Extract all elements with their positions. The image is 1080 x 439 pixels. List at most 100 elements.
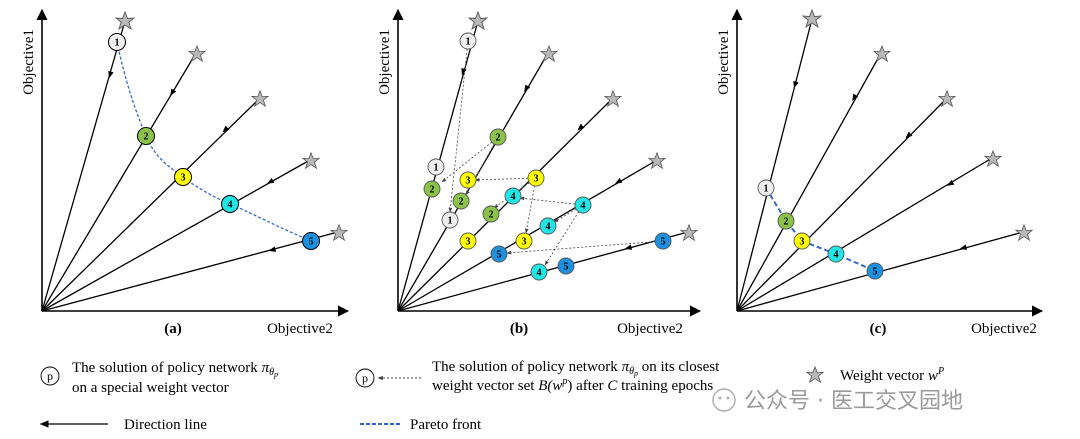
svg-text:4: 4 <box>546 222 551 233</box>
legend-weight-star-icon <box>806 366 824 383</box>
svg-text:3: 3 <box>800 237 805 248</box>
panel-c-weight-star-2 <box>873 45 891 62</box>
panel-b-solution-1: 1 <box>441 211 459 229</box>
svg-text:5: 5 <box>309 237 314 248</box>
svg-text:1: 1 <box>115 38 120 49</box>
svg-text:2: 2 <box>459 197 464 208</box>
panel-a-solution-4: 4 <box>221 195 239 213</box>
panel-a-solution-3: 3 <box>174 168 192 186</box>
panel-b-solution-4: 4 <box>504 187 522 205</box>
panel-b-weight-star-5 <box>680 224 698 241</box>
panel-b-solution-4: 4 <box>574 196 592 214</box>
panel-c-label: (c) <box>870 321 887 337</box>
svg-text:3: 3 <box>534 174 539 185</box>
svg-text:2: 2 <box>489 210 494 221</box>
panel-b-solution-1: 1 <box>427 158 445 176</box>
svg-text:1: 1 <box>448 216 453 227</box>
svg-text:1: 1 <box>434 163 439 174</box>
panel-a-weight-star-1 <box>115 11 135 30</box>
svg-text:5: 5 <box>873 267 878 278</box>
wechat-icon <box>712 388 736 412</box>
svg-text:5: 5 <box>661 237 666 248</box>
panel-b-solution-3: 3 <box>459 171 477 189</box>
svg-text:2: 2 <box>496 133 501 144</box>
panel-a-ray-3 <box>41 98 260 312</box>
panel-c-weight-star-4 <box>984 150 1002 167</box>
panel-c-xlabel: Objective2 <box>971 321 1037 337</box>
svg-text:4: 4 <box>228 200 233 211</box>
panel-c-weight-star-1 <box>802 9 822 28</box>
panel-b-weight-star-4 <box>648 152 666 169</box>
panel-a-ray-5 <box>41 231 339 312</box>
panel-b-solution-1: 1 <box>459 32 477 50</box>
panel-c-ylabel: Objective1 <box>716 29 732 95</box>
panel-a-ray-2 <box>41 52 197 312</box>
panel-c-direction-arrow <box>852 93 859 102</box>
panel-b-solution-3: 3 <box>459 232 477 250</box>
panel-c: Objective1 Objective2 (c) 1 2 3 4 5 <box>716 8 1044 337</box>
panel-a-pareto-front <box>116 41 312 242</box>
panel-b-solution-4: 4 <box>539 217 557 235</box>
panel-a-weight-star-2 <box>188 45 206 62</box>
svg-text:3: 3 <box>522 237 527 248</box>
legend-closest-text: The solution of policy network πθp on it… <box>432 359 720 378</box>
legend-solution-text: The solution of policy network πθp <box>72 360 278 379</box>
watermark: 公众号 · 医工交叉园地 <box>712 388 963 414</box>
panel-c-solution-1: 1 <box>757 179 775 197</box>
panel-b-solution-3: 3 <box>527 169 545 187</box>
panel-b-solution-5: 5 <box>654 232 672 250</box>
panel-c-ray-2 <box>736 52 882 312</box>
legend-solution-text-line2: on a special weight vector <box>72 380 229 396</box>
svg-text:4: 4 <box>511 192 516 203</box>
svg-text:1: 1 <box>466 37 471 48</box>
panel-b: Objective1 Objective2 (b) 1 <box>377 8 702 337</box>
panel-b-solution-4: 4 <box>530 263 548 281</box>
panel-b-weight-star-2 <box>540 45 558 62</box>
svg-text:p: p <box>47 369 53 383</box>
svg-text:5: 5 <box>497 250 502 261</box>
svg-text:1: 1 <box>764 184 769 195</box>
panel-a-weight-star-4 <box>302 152 320 169</box>
panel-a-label: (a) <box>164 321 182 337</box>
legend-closest-symbol: p <box>355 368 375 388</box>
svg-text:p: p <box>362 371 368 385</box>
panel-b-solution-3: 3 <box>515 232 533 250</box>
watermark-text: 公众号 · 医工交叉园地 <box>744 389 963 414</box>
panel-a-xlabel: Objective2 <box>267 321 333 337</box>
panel-b-solution-5: 5 <box>490 245 508 263</box>
panel-b-solution-2: 2 <box>482 205 500 223</box>
legend-solution-symbol: p <box>40 366 60 386</box>
panel-b-label: (b) <box>510 321 528 337</box>
panel-c-solution-2: 2 <box>777 212 795 230</box>
panel-b-weight-star-1 <box>468 11 488 30</box>
svg-text:3: 3 <box>466 237 471 248</box>
panel-b-solution-2: 2 <box>452 192 470 210</box>
legend-weight-text: Weight vector wP <box>840 366 944 384</box>
panel-a-solution-2: 2 <box>137 127 155 145</box>
svg-text:3: 3 <box>466 176 471 187</box>
panel-a-ray-1 <box>41 20 126 312</box>
panel-a-ylabel: Objective1 <box>21 29 37 95</box>
panel-a-solution-1: 1 <box>108 33 126 51</box>
legend-pareto-text: Pareto front <box>410 417 482 433</box>
legend-direction-text: Direction line <box>124 417 207 433</box>
svg-text:4: 4 <box>581 201 586 212</box>
svg-text:2: 2 <box>430 185 435 196</box>
svg-text:5: 5 <box>564 262 569 273</box>
panel-a-ray-4 <box>41 159 311 312</box>
svg-text:3: 3 <box>181 173 186 184</box>
panel-b-ylabel: Objective1 <box>377 29 393 95</box>
panel-a: Objective1 Objective2 (a) 1 2 3 <box>21 8 350 337</box>
panel-c-ray-1 <box>736 18 813 312</box>
svg-text:4: 4 <box>537 268 542 279</box>
panel-b-direction-arrow <box>524 84 531 93</box>
panel-c-solution-5: 5 <box>866 262 884 280</box>
panel-a-direction-arrow <box>222 125 230 133</box>
panel-b-solution-2: 2 <box>423 180 441 198</box>
svg-text:4: 4 <box>834 250 839 261</box>
panel-c-weight-star-5 <box>1015 224 1033 241</box>
panel-b-solution-2: 2 <box>489 128 507 146</box>
legend: p The solution of policy network πθp on … <box>39 359 944 433</box>
svg-text:2: 2 <box>144 132 149 143</box>
